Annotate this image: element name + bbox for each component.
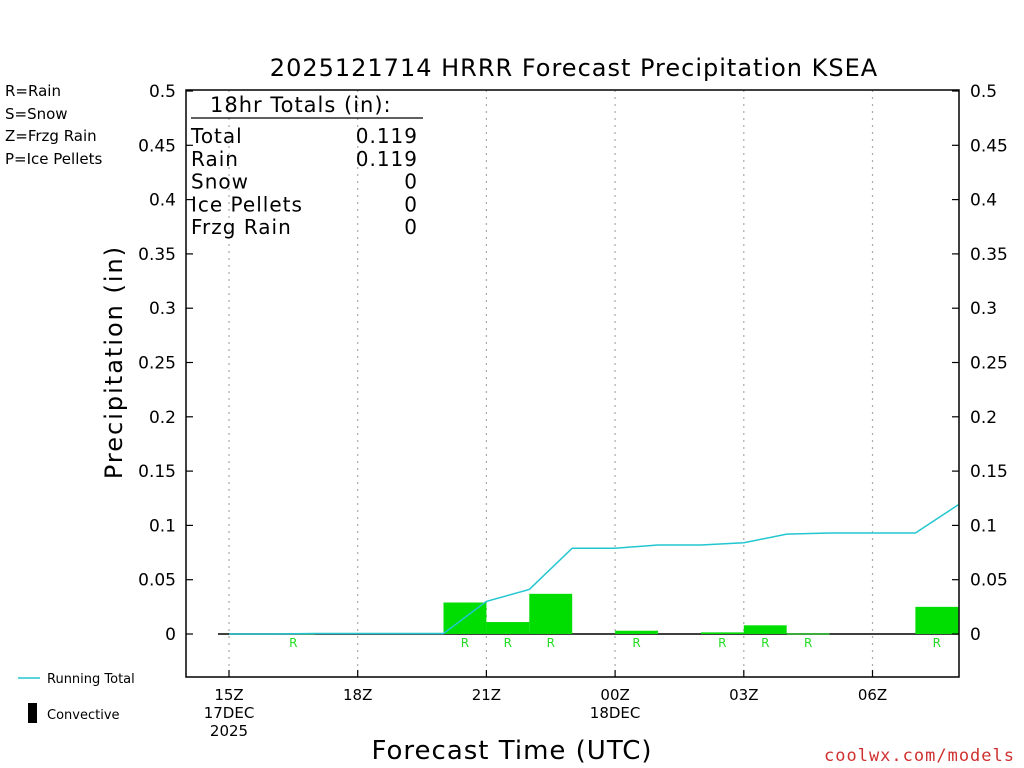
y-tick-label-right: 0.4 (970, 191, 997, 211)
ptype-marker: R (761, 636, 769, 650)
y-tick-label-left: 0.3 (149, 299, 176, 319)
totals-row-value: 0.119 (356, 124, 418, 148)
totals-row-value: 0 (404, 215, 418, 239)
y-tick-label-right: 0.3 (970, 299, 997, 319)
type-legend-frzg-rain: Z=Frzg Rain (5, 127, 97, 145)
y-axis-label: Precipitation (in) (100, 245, 128, 479)
y-tick-label-right: 0.25 (970, 354, 1008, 374)
totals-row-label: Frzg Rain (191, 215, 292, 239)
vertical-gridlines (218, 90, 959, 677)
y-axis-ticks: 0 00.05 0.050.1 0.10.15 0.150.2 0.20.25 0.250.… (138, 82, 1008, 645)
totals-row-label: Ice Pellets (191, 192, 303, 216)
x-tick-label: 18DEC (590, 704, 641, 722)
totals-heading: 18hr Totals (in): (210, 93, 392, 117)
y-tick-label-right: 0.35 (970, 245, 1008, 265)
running-total-line-group (229, 504, 959, 635)
y-tick-label-right: 0.1 (970, 516, 997, 536)
y-tick-label-left: 0.15 (138, 462, 176, 482)
y-tick-label-right: 0 (970, 625, 981, 645)
type-legend-rain: R=Rain (5, 82, 61, 100)
ptype-marker: R (547, 636, 555, 650)
y-tick-label-right: 0.2 (970, 408, 997, 428)
x-tick-label: 21Z (472, 686, 501, 704)
x-tick-label: 06Z (858, 686, 887, 704)
ptype-marker: R (804, 636, 812, 650)
y-tick-label-right: 0.5 (970, 82, 997, 102)
y-tick-label-left: 0.35 (138, 245, 176, 265)
y-tick-label-left: 0.05 (138, 571, 176, 591)
y-tick-label-left: 0 (165, 625, 176, 645)
precip-bars (271, 593, 959, 635)
y-tick-label-left: 0.1 (149, 516, 176, 536)
y-tick-label-left: 0.4 (149, 191, 176, 211)
y-tick-label-right: 0.45 (970, 136, 1008, 156)
precip-bar (615, 630, 658, 634)
x-tick-label: 17DEC (204, 704, 255, 722)
running-total-line (229, 504, 959, 635)
precip-type-legend: R=Rain S=Snow Z=Frzg Rain P=Ice Pellets (5, 82, 102, 168)
x-tick-label: 2025 (210, 722, 248, 740)
ptype-marker: R (461, 636, 469, 650)
precip-bar (486, 622, 530, 634)
chart-title: 2025121714 HRRR Forecast Precipitation K… (270, 54, 878, 82)
totals-row-value: 0.119 (356, 147, 418, 171)
x-axis-label: Forecast Time (UTC) (371, 736, 652, 766)
precip-bar (743, 625, 787, 634)
totals-row-label: Rain (191, 147, 239, 171)
precip-bar (529, 593, 573, 634)
totals-row-value: 0 (404, 170, 418, 194)
ptype-marker: R (718, 636, 726, 650)
totals-row-label: Total (190, 124, 243, 148)
precip-bar (915, 606, 959, 634)
type-legend-ice-pellets: P=Ice Pellets (5, 150, 102, 168)
convective-legend-swatch (28, 703, 37, 723)
totals-row-value: 0 (404, 192, 418, 216)
type-legend-snow: S=Snow (5, 105, 68, 123)
ptype-marker: R (289, 636, 297, 650)
totals-row-label: Snow (191, 170, 249, 194)
precip-bar (786, 633, 830, 635)
precip-bar (700, 632, 744, 634)
running-total-legend-label: Running Total (47, 672, 135, 687)
series-legend: Running Total Convective (18, 672, 135, 723)
plot-frame (185, 89, 960, 678)
y-tick-label-left: 0.25 (138, 354, 176, 374)
x-tick-label: 18Z (343, 686, 372, 704)
x-tick-label: 03Z (729, 686, 758, 704)
ptype-marker: R (933, 636, 941, 650)
x-tick-label: 00Z (600, 686, 629, 704)
credit-text: coolwx.com/models (824, 746, 1015, 766)
convective-legend-label: Convective (47, 708, 120, 723)
y-tick-label-left: 0.45 (138, 136, 176, 156)
y-tick-label-left: 0.5 (149, 82, 176, 102)
y-tick-label-right: 0.05 (970, 571, 1008, 591)
y-tick-label-left: 0.2 (149, 408, 176, 428)
totals-box: 18hr Totals (in): Total 0.119 Rain 0.119 Sno… (190, 93, 423, 239)
y-tick-label-right: 0.15 (970, 462, 1008, 482)
x-tick-label: 15Z (214, 686, 243, 704)
ptype-marker: R (632, 636, 640, 650)
ptype-marker: R (504, 636, 512, 650)
